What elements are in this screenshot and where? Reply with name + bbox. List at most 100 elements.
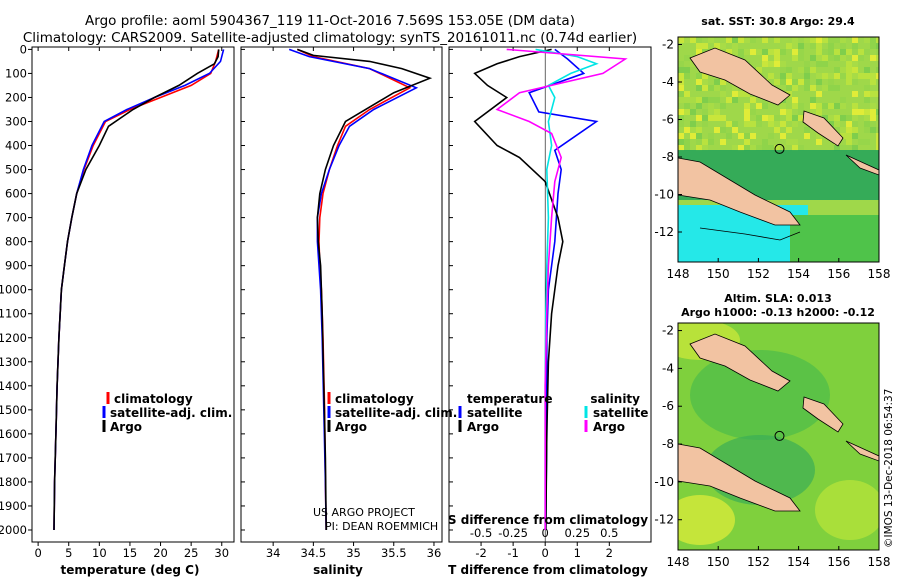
sst-cell	[750, 145, 756, 151]
sst-cell	[750, 97, 756, 103]
sst-cell	[678, 61, 684, 67]
sst-cell	[834, 145, 840, 151]
sst-cell	[696, 43, 702, 49]
map-lon-label: 158	[868, 555, 891, 569]
legend-temp-argo-label: Argo	[467, 420, 499, 434]
sst-cell	[738, 133, 744, 139]
sla-map-title: Altim. SLA: 0.013	[724, 292, 831, 305]
sla-argo-marker	[774, 430, 785, 441]
sst-cell	[696, 145, 702, 151]
sst-cell	[684, 109, 690, 115]
legend-temperature-title: temperature	[467, 392, 552, 406]
map-lon-label: 156	[827, 555, 850, 569]
sst-cell	[678, 37, 684, 43]
sst-cell	[804, 61, 810, 67]
map-lon-label: 154	[787, 555, 810, 569]
sst-cell	[858, 73, 864, 79]
sst-cell	[876, 49, 879, 55]
sst-cell	[744, 103, 750, 109]
sst-cell	[834, 37, 840, 43]
sst-cell	[852, 61, 858, 67]
sst-cell	[804, 37, 810, 43]
sst-cell	[804, 79, 810, 85]
sla-high-region	[815, 480, 879, 540]
sst-cell	[834, 103, 840, 109]
sst-cell	[846, 49, 852, 55]
sst-cell	[702, 79, 708, 85]
sst-cell	[816, 37, 822, 43]
map-lat-label: -10	[654, 188, 674, 202]
legend-sal-satellite-label: satellite	[593, 406, 648, 420]
sst-cell	[864, 91, 870, 97]
sst-cell	[840, 49, 846, 55]
sst-cell	[864, 85, 870, 91]
sst-cell	[678, 133, 684, 139]
sst-cell	[852, 127, 858, 133]
sst-cell	[744, 115, 750, 121]
sst-cell	[780, 103, 786, 109]
sst-cell	[714, 109, 720, 115]
x-tick-label: 10	[92, 546, 107, 560]
sst-cell	[816, 133, 822, 139]
sst-cell	[858, 109, 864, 115]
sst-cell	[870, 127, 876, 133]
legend-salinity-title: salinity	[590, 392, 640, 406]
sst-cell	[690, 37, 696, 43]
sst-cell	[696, 79, 702, 85]
sst-cell	[864, 49, 870, 55]
sst-map-axes: 148 150 152 154 156 158 -2 -4 -6 -8 -10 -12	[654, 38, 890, 282]
sst-cell	[816, 43, 822, 49]
sst-cell	[846, 61, 852, 67]
sst-cell	[870, 103, 876, 109]
temperature-xlabel: temperature (deg C)	[61, 563, 200, 577]
pressure-tick-label: 1800	[0, 475, 27, 489]
pressure-axis: 0 100 200 300 400 500 600 700 800 900 1000 1100 1200…	[0, 42, 453, 537]
sst-cell	[828, 43, 834, 49]
sst-cell	[768, 115, 774, 121]
sst-cell	[810, 43, 816, 49]
sst-cell	[696, 139, 702, 145]
sst-cell	[840, 127, 846, 133]
sst-cell	[696, 115, 702, 121]
map-lat-label: -12	[654, 225, 674, 239]
sst-cell	[744, 145, 750, 151]
sst-cell	[696, 127, 702, 133]
sst-cell	[870, 109, 876, 115]
sst-cell	[876, 115, 879, 121]
bougainville-island	[802, 396, 844, 433]
sst-cell	[708, 85, 714, 91]
legend-sal-argo-label: Argo	[593, 420, 625, 434]
pressure-tick-label: 1600	[0, 427, 27, 441]
sst-south-region	[790, 215, 879, 262]
sla-high-region	[678, 495, 735, 545]
sst-cell	[786, 73, 792, 79]
difference-top-axis: -0.5 -0.25 0 0.25 0.5	[470, 526, 619, 540]
sst-cell	[816, 49, 822, 55]
sst-cell	[780, 61, 786, 67]
sst-cell	[726, 49, 732, 55]
sst-cell	[690, 61, 696, 67]
sst-cell	[690, 133, 696, 139]
sst-cell	[864, 127, 870, 133]
sst-cell	[786, 79, 792, 85]
map-lat-label: -12	[654, 513, 674, 527]
sst-cell	[852, 73, 858, 79]
sst-cell	[690, 127, 696, 133]
sst-cell	[798, 145, 804, 151]
imos-credit: ©IMOS 13-Dec-2018 06:54:37	[883, 389, 895, 548]
map-lat-label: -6	[662, 399, 674, 413]
bougainville-island	[802, 110, 844, 147]
sst-cell	[678, 145, 684, 151]
sst-cell	[786, 109, 792, 115]
map-lat-label: -4	[662, 361, 674, 375]
sst-cell	[840, 37, 846, 43]
salinity-series-argo	[297, 48, 433, 531]
sst-cell	[696, 37, 702, 43]
sst-cell	[768, 61, 774, 67]
sst-cell	[804, 133, 810, 139]
sst-cell	[846, 139, 852, 145]
difference-series-salinity-argo	[495, 48, 628, 530]
sst-cell	[858, 139, 864, 145]
sst-cell	[876, 127, 879, 133]
